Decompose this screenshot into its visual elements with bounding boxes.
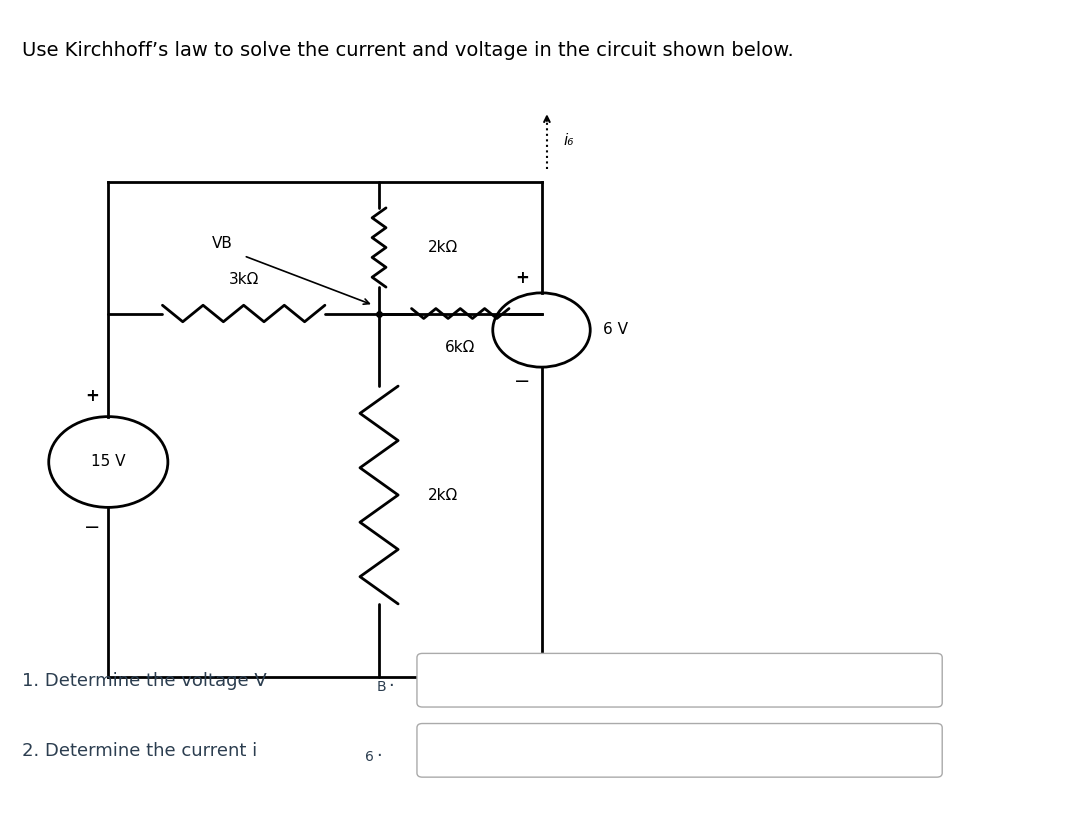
Text: 2kΩ: 2kΩ: [428, 240, 458, 255]
Text: ▼: ▼: [913, 744, 922, 757]
FancyBboxPatch shape: [417, 724, 942, 777]
Text: .: .: [388, 672, 393, 690]
Text: i₆: i₆: [563, 133, 574, 148]
Text: VB: VB: [211, 236, 233, 251]
Text: −: −: [83, 518, 101, 538]
Text: 1. Determine the voltage V: 1. Determine the voltage V: [22, 672, 266, 690]
Text: 3kΩ: 3kΩ: [229, 272, 259, 287]
Text: Use Kirchhoff’s law to solve the current and voltage in the circuit shown below.: Use Kirchhoff’s law to solve the current…: [22, 41, 794, 60]
Text: B: B: [377, 681, 387, 694]
Text: 6kΩ: 6kΩ: [445, 340, 475, 355]
Text: [ Select ]: [ Select ]: [449, 742, 524, 759]
Text: [ Select ]: [ Select ]: [449, 672, 524, 689]
Text: 6: 6: [365, 751, 374, 764]
Text: ▼: ▼: [913, 674, 922, 686]
Text: −: −: [513, 372, 531, 392]
Text: 6 V: 6 V: [603, 323, 628, 337]
Text: .: .: [376, 742, 381, 760]
Text: +: +: [516, 269, 529, 287]
Text: 15 V: 15 V: [91, 455, 126, 469]
FancyBboxPatch shape: [417, 653, 942, 707]
Text: 2kΩ: 2kΩ: [428, 488, 458, 502]
Text: 2. Determine the current i: 2. Determine the current i: [22, 742, 257, 760]
Text: +: +: [86, 387, 99, 405]
